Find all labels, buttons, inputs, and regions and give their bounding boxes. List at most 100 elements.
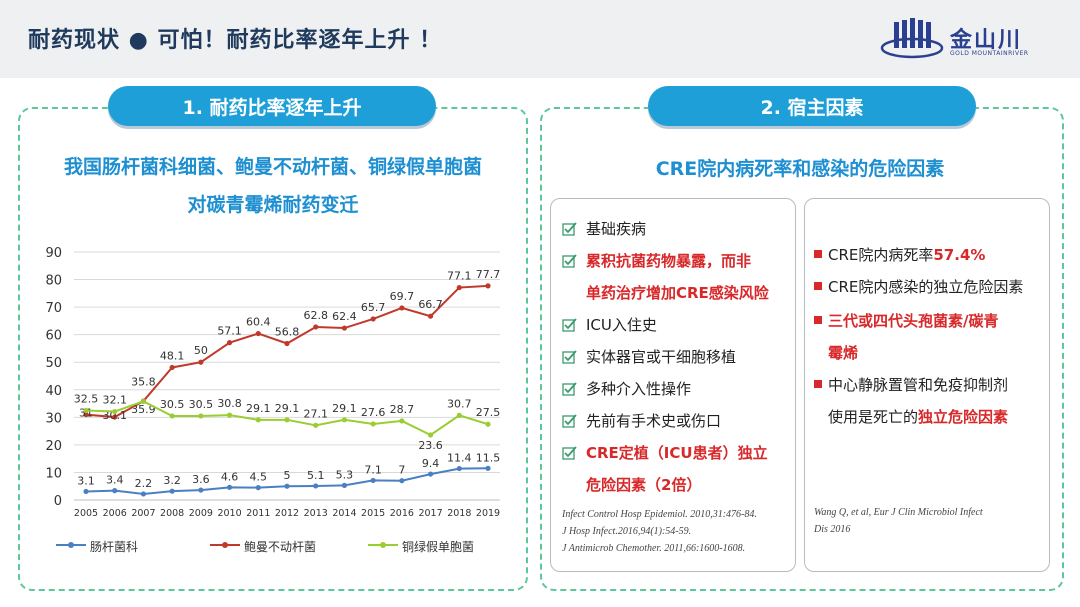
y-tick-label: 40 bbox=[45, 384, 62, 399]
data-point bbox=[456, 412, 462, 419]
x-tick-label: 2013 bbox=[304, 508, 328, 519]
logo-icon bbox=[880, 18, 944, 59]
data-point bbox=[284, 340, 290, 347]
chart-subtitle-2: 对碳青霉烯耐药变迁 bbox=[187, 194, 359, 216]
data-point bbox=[284, 483, 290, 489]
data-point bbox=[169, 364, 175, 371]
data-point bbox=[83, 411, 89, 418]
cephalosporin-text-1: 三代或四代头孢菌素/碳青 bbox=[828, 312, 999, 330]
reference-line: J Antimicrob Chemother. 2011,66:1600-160… bbox=[562, 543, 746, 554]
data-label: 28.7 bbox=[390, 403, 415, 416]
data-point bbox=[226, 412, 233, 418]
data-point bbox=[341, 482, 348, 488]
data-point bbox=[399, 305, 405, 311]
checkbox-icon bbox=[562, 414, 577, 428]
risk-factor-item: ICU入住史 bbox=[586, 316, 657, 334]
data-point bbox=[255, 330, 261, 337]
x-tick-label: 2007 bbox=[131, 508, 155, 519]
data-point bbox=[370, 316, 376, 322]
data-label: 65.7 bbox=[361, 301, 386, 314]
y-tick-label: 20 bbox=[45, 439, 62, 454]
data-point bbox=[255, 485, 261, 491]
x-tick-label: 2017 bbox=[418, 508, 442, 519]
data-point bbox=[399, 478, 405, 484]
data-label: 56.8 bbox=[275, 325, 300, 338]
risk-factor-item: 累积抗菌药物暴露，而非 bbox=[586, 252, 752, 270]
checkbox-icon bbox=[562, 382, 577, 396]
x-tick-label: 2019 bbox=[476, 508, 500, 519]
data-label: 30.7 bbox=[447, 397, 472, 410]
y-tick-label: 10 bbox=[45, 466, 62, 481]
checkbox-icon bbox=[562, 222, 577, 236]
mortality-rate-text: CRE院内病死率57.4% bbox=[828, 244, 985, 265]
reference-right: Wang Q, et al, Eur J Clin Microbiol Infe… bbox=[814, 504, 983, 538]
y-tick-label: 90 bbox=[45, 246, 62, 261]
cephalosporin-text-2: 霉烯 bbox=[828, 344, 859, 362]
reference-line: Dis 2016 bbox=[814, 524, 851, 535]
data-label: 27.5 bbox=[476, 406, 501, 419]
data-point bbox=[399, 418, 405, 424]
data-point bbox=[255, 417, 261, 423]
risk-factor-item: 危险因素（2倍） bbox=[586, 476, 702, 494]
resistance-line-chart: 0 10 20 30 40 50 60 70 80 90 2005 2006 2007 2008 2009 2… bbox=[45, 246, 501, 519]
data-point bbox=[427, 471, 434, 477]
section-pill-left: 1. 耐药比率逐年上升 bbox=[108, 86, 436, 126]
y-tick-label: 50 bbox=[45, 356, 62, 371]
references-left: Infect Control Hosp Epidemiol. 2010,31:4… bbox=[562, 506, 757, 557]
legend-label: 铜绿假单胞菌 bbox=[402, 540, 475, 554]
data-point bbox=[169, 413, 175, 419]
independent-risk-text: CRE院内感染的独立危险因素 bbox=[828, 278, 1024, 296]
data-point bbox=[140, 398, 147, 404]
x-tick-label: 2005 bbox=[74, 508, 98, 519]
data-label: 5.1 bbox=[307, 469, 325, 482]
risk-factor-item: 基础疾病 bbox=[586, 220, 647, 238]
risk-subtitle: CRE院内病死率和感染的危险因素 bbox=[655, 158, 945, 180]
x-tick-label: 2012 bbox=[275, 508, 299, 519]
data-point bbox=[485, 465, 491, 471]
data-point bbox=[456, 465, 462, 472]
data-point bbox=[370, 477, 376, 484]
data-label: 9.4 bbox=[422, 457, 440, 470]
data-label: 69.7 bbox=[390, 290, 415, 303]
data-point bbox=[485, 283, 491, 289]
data-point bbox=[427, 432, 434, 438]
bullet-icon bbox=[814, 282, 822, 290]
company-logo: 金山川 GOLD MOUNTAINRIVER bbox=[880, 14, 1060, 64]
data-point bbox=[198, 359, 204, 365]
risk-factor-item: 多种介入性操作 bbox=[586, 380, 692, 398]
data-point bbox=[313, 483, 319, 489]
checkbox-icon bbox=[562, 350, 577, 364]
data-point bbox=[313, 422, 319, 428]
data-label: 7.1 bbox=[364, 463, 382, 476]
data-point bbox=[456, 284, 462, 291]
risk-factor-item: 单药治疗增加CRE感染风险 bbox=[586, 284, 769, 302]
bullet-icon bbox=[814, 250, 822, 258]
data-point bbox=[341, 325, 348, 331]
data-label: 32.1 bbox=[102, 394, 127, 407]
data-label: 3.4 bbox=[106, 474, 124, 487]
data-label: 60.4 bbox=[246, 316, 271, 329]
data-label: 5 bbox=[284, 469, 291, 482]
y-tick-label: 80 bbox=[45, 274, 62, 289]
legend-line-blue-icon bbox=[56, 542, 86, 548]
slide-title: 耐药现状 ● 可怕！耐药比率逐年上升 ！ bbox=[28, 28, 443, 53]
bullet-icon bbox=[814, 380, 822, 388]
legend-line-green-icon bbox=[368, 542, 398, 548]
data-label: 5.3 bbox=[336, 468, 354, 481]
data-label: 32.5 bbox=[74, 392, 99, 405]
data-label: 29.1 bbox=[275, 402, 300, 415]
reference-line: Infect Control Hosp Epidemiol. 2010,31:4… bbox=[562, 509, 757, 520]
data-point bbox=[112, 414, 118, 420]
data-label: 2.2 bbox=[135, 477, 153, 490]
data-label: 66.7 bbox=[418, 298, 443, 311]
data-label: 11.4 bbox=[447, 452, 472, 465]
data-label: 62.8 bbox=[303, 309, 328, 322]
data-label: 3.1 bbox=[77, 474, 95, 487]
x-tick-label: 2009 bbox=[189, 508, 213, 519]
x-tick-label: 2014 bbox=[332, 508, 356, 519]
data-point bbox=[370, 421, 376, 427]
data-label: 27.6 bbox=[361, 406, 386, 419]
section-pill-right: 2. 宿主因素 bbox=[648, 86, 976, 126]
data-point bbox=[83, 488, 89, 495]
data-label: 7 bbox=[398, 464, 405, 477]
